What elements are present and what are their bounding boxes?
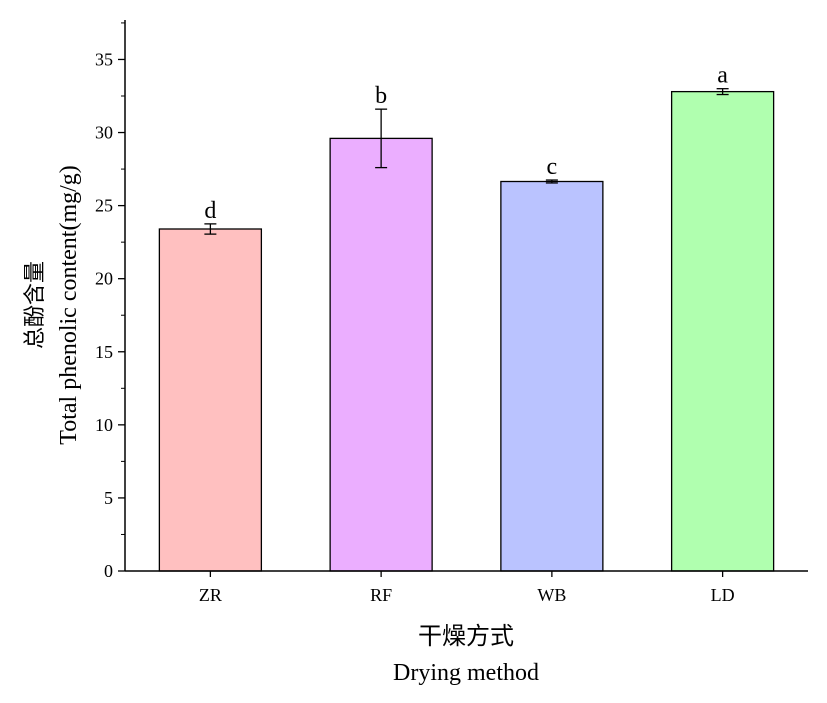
significance-label: c (547, 154, 558, 180)
y-tick-label: 35 (95, 49, 113, 69)
y-tick-label: 15 (95, 342, 113, 362)
y-tick-label: 10 (95, 415, 113, 435)
y-axis-title-cn: 总酚含量 (22, 261, 47, 349)
x-tick-label: ZR (199, 585, 222, 605)
y-tick-label: 5 (104, 488, 113, 508)
bar-wb (500, 180, 604, 572)
bar-ld (670, 90, 775, 572)
x-tick-label: WB (537, 585, 566, 605)
x-tick-label: RF (370, 585, 392, 605)
significance-label: b (375, 83, 387, 109)
y-tick-label: 30 (95, 123, 113, 143)
x-axis-title: Drying method (393, 660, 539, 686)
y-tick-label: 20 (95, 269, 113, 289)
significance-label: a (717, 63, 728, 89)
x-tick-label: LD (711, 585, 735, 605)
y-tick-label: 25 (95, 196, 113, 216)
bar-rf (329, 137, 433, 572)
y-axis-title: Total phenolic content(mg/g) (56, 165, 82, 445)
bar-zr (158, 228, 263, 572)
significance-label: d (204, 198, 216, 224)
y-tick-label: 0 (104, 561, 113, 581)
x-axis-title-cn: 干燥方式 (418, 623, 514, 650)
